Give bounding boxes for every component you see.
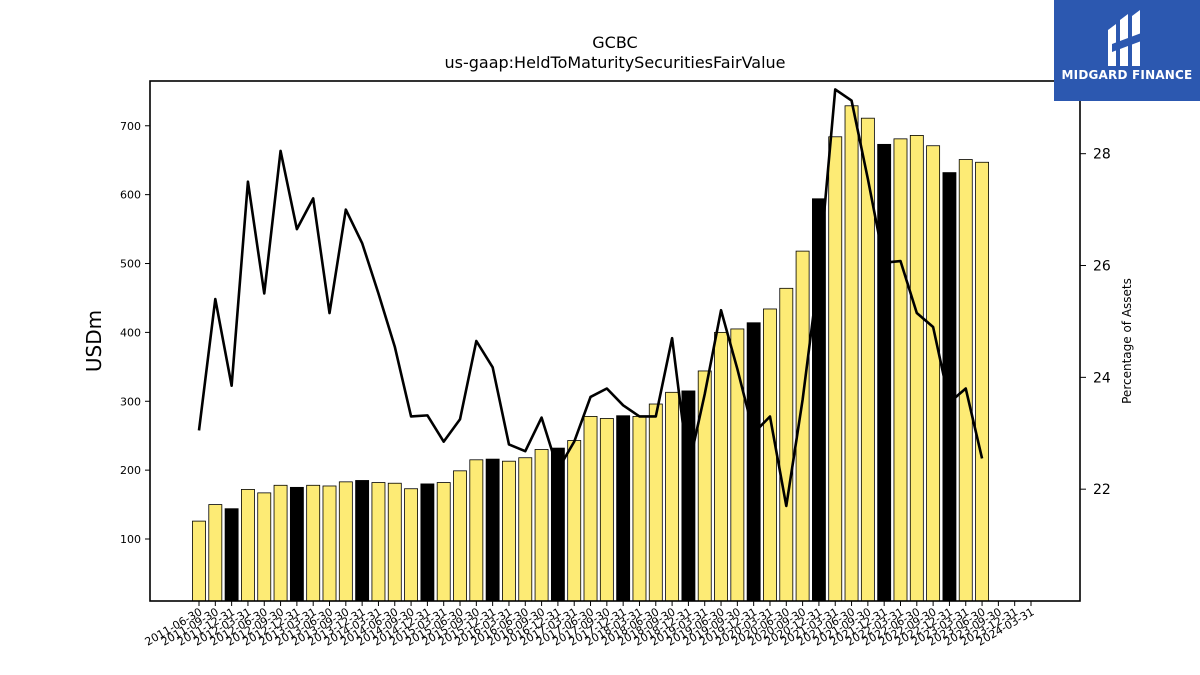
y2-axis-label: Percentage of Assets [1120, 278, 1134, 404]
bar-2013-12-31 [355, 480, 370, 602]
bar-2019-12-31 [746, 322, 761, 602]
brand-logo-text: MIDGARD FINANCE [1061, 68, 1193, 82]
bar-2020-06-30 [779, 287, 794, 602]
bar-2019-06-30 [714, 331, 728, 602]
bar-2016-09-30 [534, 449, 549, 602]
bar-2015-12-31 [485, 458, 500, 602]
bar-2018-06-30 [648, 403, 663, 602]
bar-2021-09-30 [860, 117, 875, 602]
bar-2017-09-30 [599, 418, 614, 602]
y-axis-label: USDm [82, 310, 106, 372]
bar-2014-12-31 [420, 483, 435, 602]
bar-2018-09-30 [665, 391, 680, 602]
bar-2012-09-30 [273, 484, 288, 602]
bar-2022-06-30 [909, 135, 924, 602]
bar-2017-12-31 [616, 415, 631, 602]
bar-2012-12-31 [289, 486, 304, 602]
bar-2023-03-31 [958, 159, 973, 602]
bar-2014-03-31 [371, 482, 386, 602]
line-series [197, 88, 984, 508]
bar-2020-03-31 [763, 308, 777, 602]
bar-2012-03-31 [241, 489, 255, 602]
bar-2019-03-31 [697, 370, 712, 602]
bar-2021-03-31 [828, 136, 843, 602]
bar-2023-06-30 [975, 161, 989, 602]
bar-2022-03-31 [893, 138, 908, 602]
y-axis-left: 100 200 300 400 500 600 700 [120, 120, 150, 546]
bar-2011-09-30 [208, 504, 223, 602]
bar-2015-03-31 [436, 482, 451, 602]
y-tick-label-700: 700 [120, 120, 141, 133]
bar-2018-03-31 [632, 416, 647, 602]
y-tick-label-100: 100 [120, 533, 141, 546]
y-axis-right: 22 24 26 28 [1080, 147, 1111, 498]
bar-2022-09-30 [926, 145, 941, 602]
bar-2017-06-30 [583, 416, 598, 602]
y-tick-label-300: 300 [120, 395, 141, 408]
bar-2011-12-31 [224, 508, 239, 602]
midgard-logo-icon [1108, 10, 1144, 66]
y-tick-label-600: 600 [120, 189, 141, 202]
y2-tick-label-28: 28 [1093, 147, 1111, 163]
y2-tick-label-22: 22 [1093, 482, 1111, 498]
bar-2014-09-30 [404, 488, 418, 602]
bar-2016-12-31 [550, 447, 565, 602]
y-tick-label-400: 400 [120, 326, 141, 339]
bar-2015-06-30 [453, 470, 467, 602]
chart-title: GCBC [592, 33, 637, 52]
bar-2014-06-30 [387, 482, 402, 602]
bar-2017-03-31 [567, 440, 582, 602]
bar-2011-06-30 [192, 520, 206, 602]
bar-2016-03-31 [502, 460, 516, 602]
plot-frame [149, 80, 1081, 602]
bar-2012-06-30 [257, 492, 272, 602]
y-tick-label-500: 500 [120, 258, 141, 271]
bar-2013-09-30 [338, 481, 353, 602]
bar-2013-03-31 [306, 484, 321, 602]
bar-2016-06-30 [518, 457, 533, 602]
line-series-layer [197, 88, 984, 508]
x-axis: 2011-06-302011-09-302011-12-312012-03-31… [143, 601, 1037, 649]
bar-2021-06-30 [844, 105, 859, 602]
brand-logo: MIDGARD FINANCE [1054, 0, 1200, 101]
y2-tick-label-24: 24 [1093, 370, 1111, 386]
bar-2021-12-31 [877, 143, 892, 602]
bar-2015-09-30 [469, 459, 484, 602]
bar-2013-06-30 [322, 485, 337, 602]
chart-subtitle: us-gaap:HeldToMaturitySecuritiesFairValu… [444, 53, 785, 72]
y2-tick-label-26: 26 [1093, 259, 1111, 275]
y-tick-label-200: 200 [120, 464, 141, 477]
